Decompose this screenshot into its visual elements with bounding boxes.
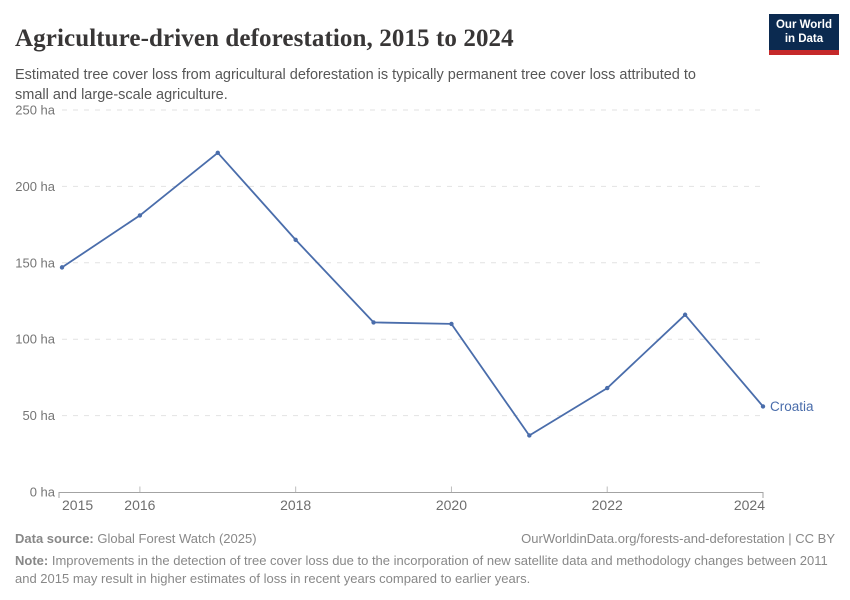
data-source-label: Data source: — [15, 531, 94, 546]
x-axis-group — [58, 486, 764, 498]
y-axis-label-0: 0 ha — [30, 485, 56, 500]
y-axis-label-100: 100 ha — [15, 332, 56, 347]
owid-logo-line1: Our World — [775, 19, 832, 31]
y-axis-label-50: 50 ha — [22, 408, 55, 423]
x-axis-labels-group: 2015 2016 2018 2020 2022 2024 — [62, 497, 765, 513]
page-title: Agriculture-driven deforestation, 2015 t… — [15, 24, 514, 52]
data-point-2024[interactable] — [760, 404, 766, 409]
data-point-2020[interactable] — [449, 321, 454, 327]
y-axis-label-250: 250 ha — [15, 103, 56, 118]
trend-line-croatia[interactable] — [61, 151, 764, 437]
data-point-2022[interactable] — [605, 385, 610, 391]
footnote: Note: Improvements in the detection of t… — [15, 552, 835, 588]
x-axis-label-2018: 2018 — [280, 497, 311, 513]
data-point-2021[interactable] — [527, 433, 532, 438]
owid-logo[interactable]: Our World in Data — [768, 14, 839, 55]
data-point-2017[interactable] — [215, 150, 220, 155]
data-point-2016[interactable] — [137, 213, 143, 218]
x-axis-label-2022: 2022 — [592, 497, 623, 513]
data-point-2018[interactable] — [293, 237, 298, 243]
x-axis-label-2024: 2024 — [734, 497, 765, 513]
data-point-2019[interactable] — [371, 320, 376, 325]
y-axis-label-200: 200 ha — [15, 179, 56, 194]
y-axis-labels-group: 0 ha 50 ha 100 ha 150 ha 200 ha 250 ha — [15, 103, 56, 500]
data-point-2015[interactable] — [59, 265, 65, 270]
y-axis-label-150: 150 ha — [15, 255, 56, 270]
footnote-text: Improvements in the detection of tree co… — [15, 553, 828, 587]
x-axis-label-2020: 2020 — [436, 497, 467, 513]
footnote-label: Note: — [15, 553, 49, 568]
data-point-2023[interactable] — [682, 312, 688, 317]
x-axis-label-2016: 2016 — [124, 497, 155, 513]
x-axis-label-2015: 2015 — [62, 497, 93, 513]
gridlines-group — [62, 109, 763, 417]
line-series-group[interactable] — [59, 150, 766, 438]
owid-logo-line2: in Data — [784, 33, 824, 46]
owid-url-link[interactable]: OurWorldinData.org/forests-and-deforesta… — [521, 531, 835, 546]
chart-subtitle: Estimated tree cover loss from agricultu… — [15, 66, 696, 103]
entity-label-croatia[interactable]: Croatia — [770, 399, 814, 414]
data-source-text: Global Forest Watch (2025) — [93, 531, 257, 546]
data-source: Data source: Global Forest Watch (2025) — [15, 531, 257, 546]
footer-row: Data source: Global Forest Watch (2025) … — [15, 531, 835, 546]
